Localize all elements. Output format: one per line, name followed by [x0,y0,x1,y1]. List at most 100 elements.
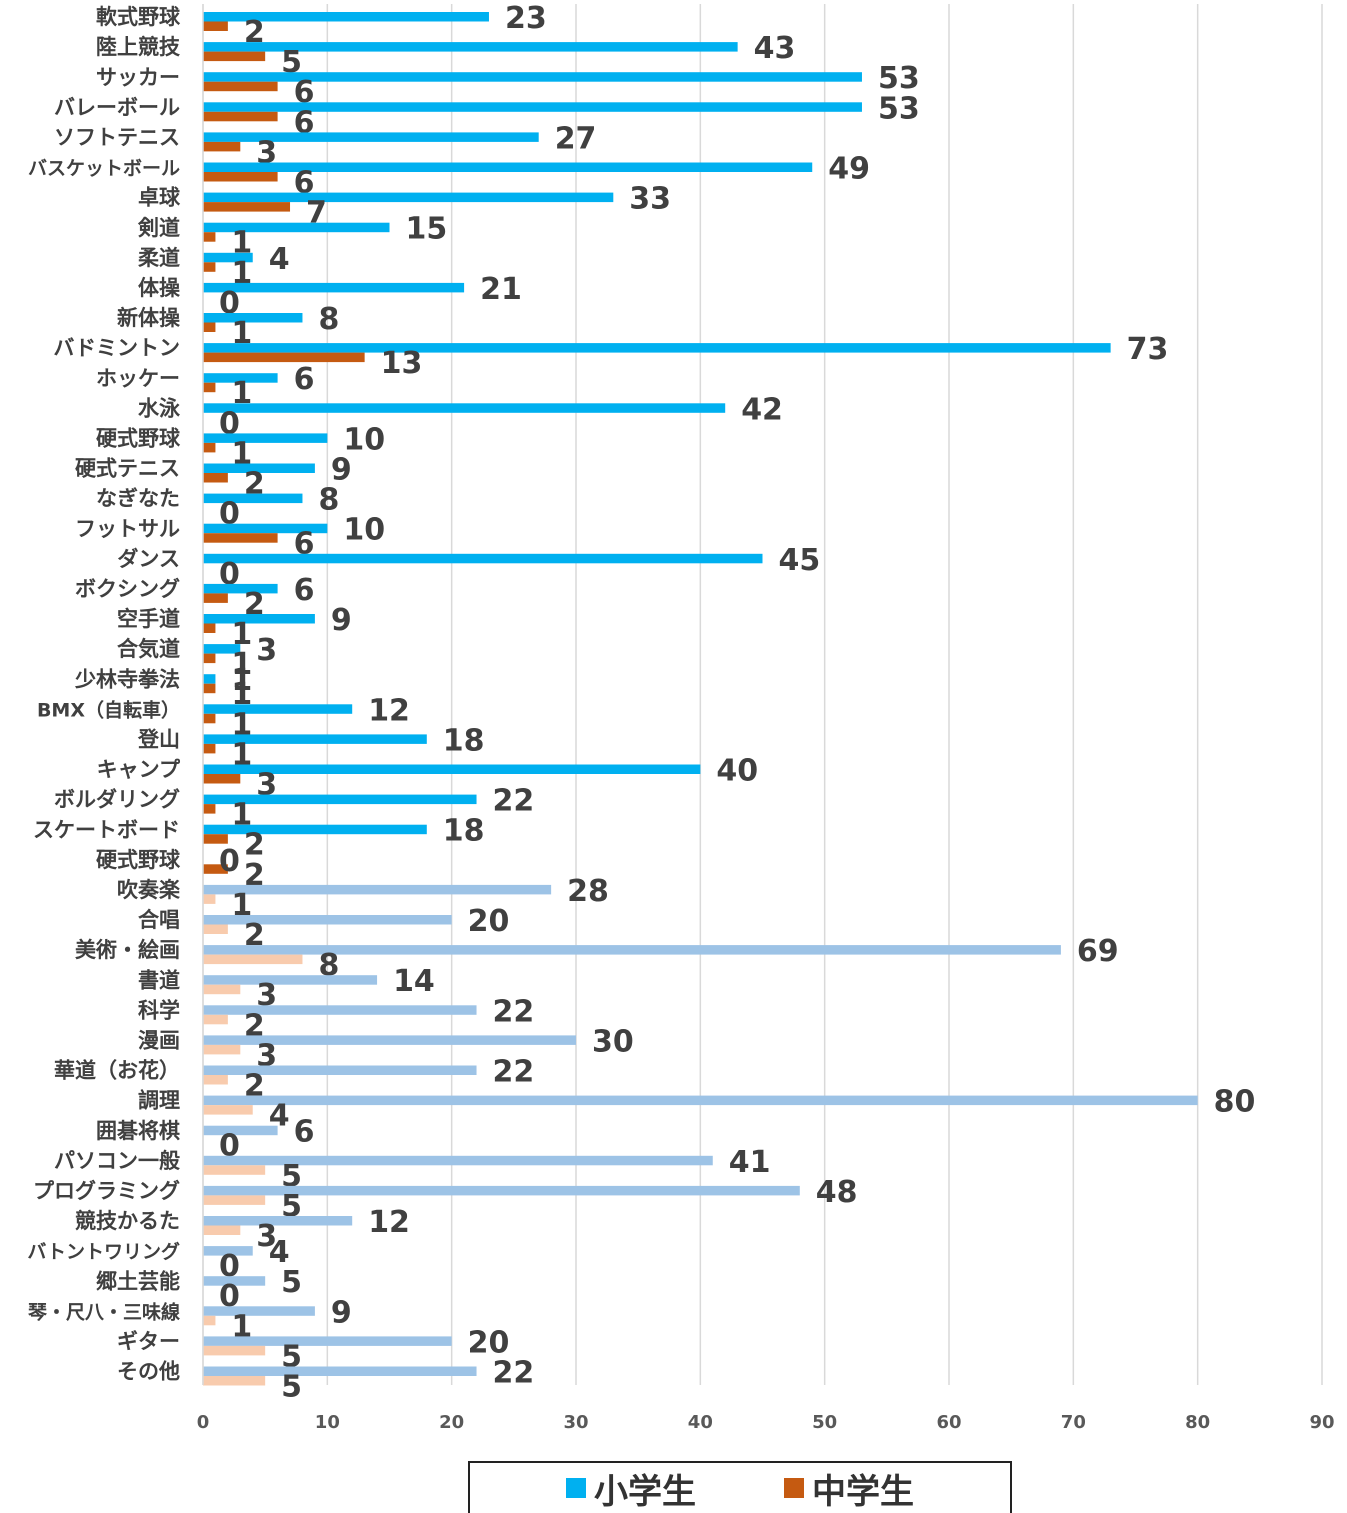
category-label: 囲碁将棋 [96,1119,180,1143]
bar-junior-high [203,111,278,122]
bar-elementary [203,252,253,263]
bar-elementary [203,42,738,52]
bar-elementary [203,1125,278,1136]
bar-junior-high [203,322,216,332]
data-label-elementary: 22 [493,784,535,819]
bar-elementary [203,704,353,714]
bar-elementary [203,523,328,534]
legend-swatch-elementary [566,1478,586,1498]
bar-elementary [203,553,763,564]
data-label-junior-high: 3 [256,978,277,1013]
bar-junior-high [203,442,216,453]
data-label-junior-high: 3 [256,135,277,170]
bar-elementary [203,313,303,323]
category-label: 硬式テニス [75,457,180,481]
category-label: BMX（自転車） [37,698,180,721]
data-label-junior-high: 3 [256,1038,277,1073]
bar-junior-high [203,1044,241,1055]
bar-elementary [203,162,813,172]
category-label: バドミントン [53,336,180,360]
data-label-elementary: 14 [393,964,435,999]
data-label-elementary: 18 [443,814,485,849]
data-label-elementary: 45 [779,543,821,578]
x-tick-label: 0 [197,1412,210,1433]
bar-elementary [203,1306,315,1316]
data-label-junior-high: 1 [231,256,252,291]
bar-junior-high [203,1165,266,1175]
data-label-junior-high: 0 [219,1249,240,1284]
data-label-elementary: 69 [1077,934,1119,969]
data-label-elementary: 12 [368,1205,410,1240]
bar-junior-high [203,1376,266,1386]
data-label-elementary: 8 [318,483,339,518]
data-label-junior-high: 0 [219,286,240,321]
category-label: ボクシング [75,577,180,601]
legend: 小学生 中学生 [468,1461,1012,1513]
category-label: 合唱 [138,908,180,932]
bar-elementary [203,975,378,985]
x-tick-label: 10 [315,1412,340,1433]
bar-elementary [203,463,315,473]
category-label: 柔道 [138,246,180,270]
data-label-junior-high: 6 [294,105,315,140]
x-tick-label: 50 [812,1412,837,1433]
data-label-junior-high: 1 [231,647,252,682]
data-label-elementary: 8 [318,302,339,337]
bar-elementary [203,794,477,805]
data-label-elementary: 42 [741,392,783,427]
bar-junior-high [203,1105,253,1115]
data-label-elementary: 48 [816,1175,858,1210]
category-label: ボルダリング [54,788,180,812]
category-label: スケートボード [33,818,180,842]
bar-elementary [203,764,701,774]
bar-elementary [203,644,241,654]
data-label-junior-high: 2 [244,858,265,893]
bar-elementary [203,674,216,684]
data-label-junior-high: 6 [294,527,315,562]
data-label-elementary: 33 [629,182,671,217]
data-label-elementary: 53 [878,91,920,126]
bar-junior-high [203,683,216,694]
bar-junior-high [203,51,266,62]
bar-elementary [203,1366,477,1376]
bar-junior-high [203,653,216,664]
data-label-elementary: 4 [269,1235,290,1270]
data-label-elementary: 30 [592,1024,634,1059]
category-label: 郷土芸能 [96,1269,180,1293]
bar-junior-high [203,262,216,272]
bar-elementary [203,1336,452,1346]
data-label-junior-high: 1 [231,316,252,351]
bar-elementary [203,915,452,925]
data-label-junior-high: 0 [219,497,240,532]
bar-junior-high [203,21,228,31]
data-label-junior-high: 3 [256,1219,277,1254]
category-label: バレーボール [54,95,180,119]
data-label-junior-high: 2 [244,828,265,863]
bar-elementary [203,1005,477,1015]
category-label: 硬式野球 [96,426,181,450]
x-tick-label: 40 [688,1412,713,1433]
data-label-elementary: 73 [1127,332,1169,367]
category-label: ダンス [117,547,180,571]
data-label-elementary: 21 [480,272,522,307]
category-label: 登山 [137,727,180,751]
data-label-elementary: 9 [331,1295,352,1330]
category-label: 軟式野球 [96,5,181,29]
bar-elementary [203,132,539,142]
bar-elementary [203,192,614,203]
bar-junior-high [203,834,228,844]
category-label: プログラミング [33,1179,180,1203]
data-label-elementary: 43 [754,31,796,66]
bar-junior-high [203,141,241,152]
bar-junior-high [203,743,216,754]
data-label-elementary: 6 [294,573,315,608]
category-label: 体操 [138,276,181,300]
data-label-elementary: 12 [368,693,410,728]
bar-junior-high [203,954,303,965]
bar-elementary [203,1185,800,1196]
data-label-junior-high: 2 [244,15,265,50]
data-label-junior-high: 2 [244,587,265,622]
bar-elementary [203,102,862,112]
data-label-elementary: 6 [294,362,315,397]
bar-elementary [203,493,303,504]
